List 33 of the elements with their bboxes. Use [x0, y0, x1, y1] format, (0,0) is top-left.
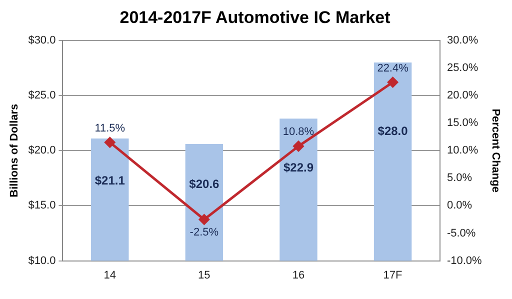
y-tick-label: $20.0	[28, 144, 56, 157]
y-axis-title: Billions of Dollars	[8, 104, 21, 198]
data-label: 11.5%	[94, 122, 126, 134]
data-label: 22.4%	[377, 62, 409, 74]
point	[104, 137, 116, 148]
chart-title: 2014-2017F Automotive IC Market	[120, 8, 391, 27]
point	[388, 77, 398, 88]
data-label: $22.9	[283, 160, 314, 175]
y2-tick-label: 0.0%	[446, 200, 472, 212]
y-tick-label: $10.0	[28, 254, 56, 267]
data-label: $20.6	[189, 177, 220, 192]
point	[293, 140, 304, 152]
x-tick-label: 14	[104, 269, 116, 282]
y2-tick-label: 15.0%	[446, 117, 478, 130]
y2-axis-title: Percent Change	[489, 108, 502, 192]
y2-tick-label: -5.0%	[446, 227, 476, 240]
y-tick-label: $30.0	[28, 34, 56, 46]
y2-tick-label: -10.0%	[446, 254, 482, 267]
data-label: $28.0	[378, 124, 408, 138]
y-tick-label: $25.0	[28, 90, 56, 102]
data-label: -2.5%	[190, 226, 219, 239]
x-tick-label: 15	[198, 269, 210, 282]
data-label: 10.8%	[282, 126, 314, 138]
y2-tick-label: 5.0%	[446, 172, 472, 184]
x-tick-label: 17F	[383, 269, 403, 282]
y2-tick-label: 30.0%	[446, 34, 478, 46]
y-tick-label: $15.0	[28, 200, 56, 212]
y2-tick-label: 10.0%	[446, 144, 478, 157]
data-label: $21.1	[94, 174, 126, 188]
point	[198, 214, 210, 225]
y2-tick-label: 25.0%	[446, 62, 478, 74]
y2-tick-label: 20.0%	[446, 90, 478, 102]
x-tick-label: 16	[292, 269, 305, 282]
